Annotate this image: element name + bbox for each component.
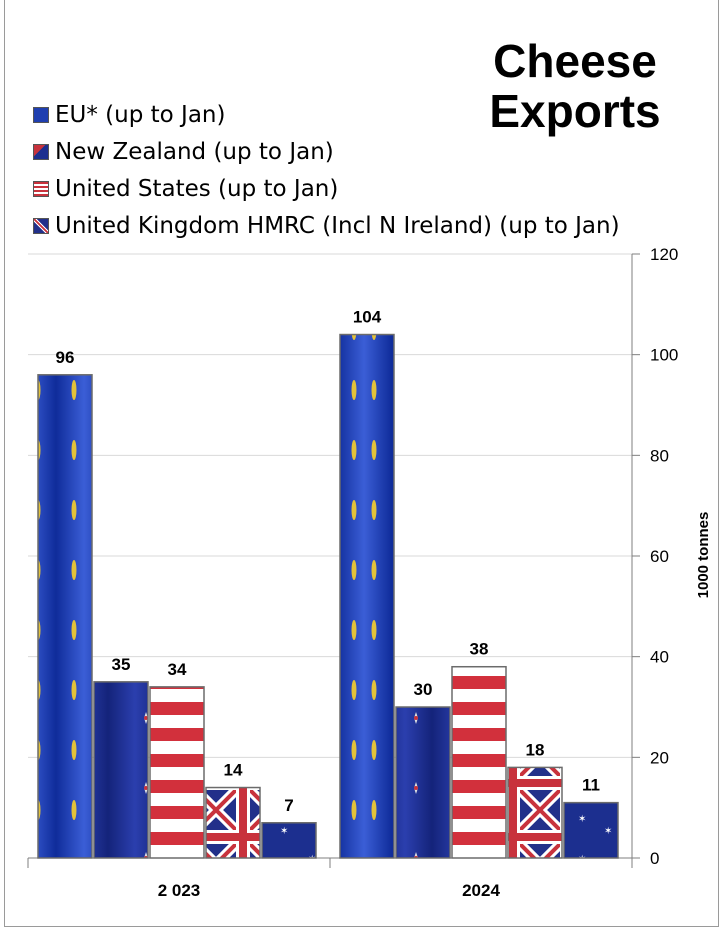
bar-eu [37,374,93,859]
legend-label-united-states: United States (up to Jan) [55,175,339,202]
y-tick-label: 20 [650,748,669,767]
legend-label-new-zealand: New Zealand (up to Jan) [55,138,334,165]
us-flag-icon [33,180,49,197]
y-tick-label: 60 [650,547,669,566]
legend-label-united-kingdom: United Kingdom HMRC (Incl N Ireland) (up… [55,212,620,239]
new-zealand-flag-icon [33,143,49,160]
data-label: 11 [582,776,600,795]
bar-australia [563,801,619,859]
y-tick-label: 0 [650,849,659,868]
chart-title: Cheese Exports [470,36,680,136]
data-label: 7 [284,796,293,815]
y-tick-label: 120 [650,245,678,264]
chart-legend: EU* (up to Jan) New Zealand (up to Jan) … [33,96,620,244]
legend-label-eu: EU* (up to Jan) [55,101,226,128]
bar-eu [339,333,395,859]
bar-united-states [451,665,507,859]
y-tick-label: 80 [650,446,669,465]
y-tick-label: 100 [650,346,678,365]
uk-flag-icon [33,217,49,234]
chart-frame [4,0,719,927]
bar-united-states [149,686,205,859]
x-tick-label: 2 023 [158,881,201,900]
y-axis-label: 1000 tonnes [695,512,712,599]
legend-item-eu: EU* (up to Jan) [33,96,620,133]
legend-item-new-zealand: New Zealand (up to Jan) [33,133,620,170]
chart-title-line-1: Cheese [493,35,657,87]
data-label: 14 [224,761,243,780]
x-tick-label: 2024 [462,881,500,900]
data-label: 35 [112,655,131,674]
legend-item-united-kingdom: United Kingdom HMRC (Incl N Ireland) (up… [33,207,620,244]
data-labels: 96 35 34 14 7 104 30 38 18 11 [56,308,600,815]
bars [37,333,619,859]
y-tick-label: 40 [650,648,669,667]
data-label: 96 [56,348,75,367]
chart-title-line-2: Exports [489,85,661,137]
data-label: 104 [353,308,382,327]
bar-new-zealand [395,706,451,859]
bar-new-zealand [93,681,149,859]
eu-flag-icon [33,106,49,123]
data-label: 30 [414,680,433,699]
data-label: 38 [470,640,489,659]
legend-item-united-states: United States (up to Jan) [33,170,620,207]
bar-australia [261,822,317,859]
data-label: 18 [526,740,545,759]
bar-united-kingdom [507,766,563,859]
bar-united-kingdom [205,786,261,859]
data-label: 34 [168,660,187,679]
